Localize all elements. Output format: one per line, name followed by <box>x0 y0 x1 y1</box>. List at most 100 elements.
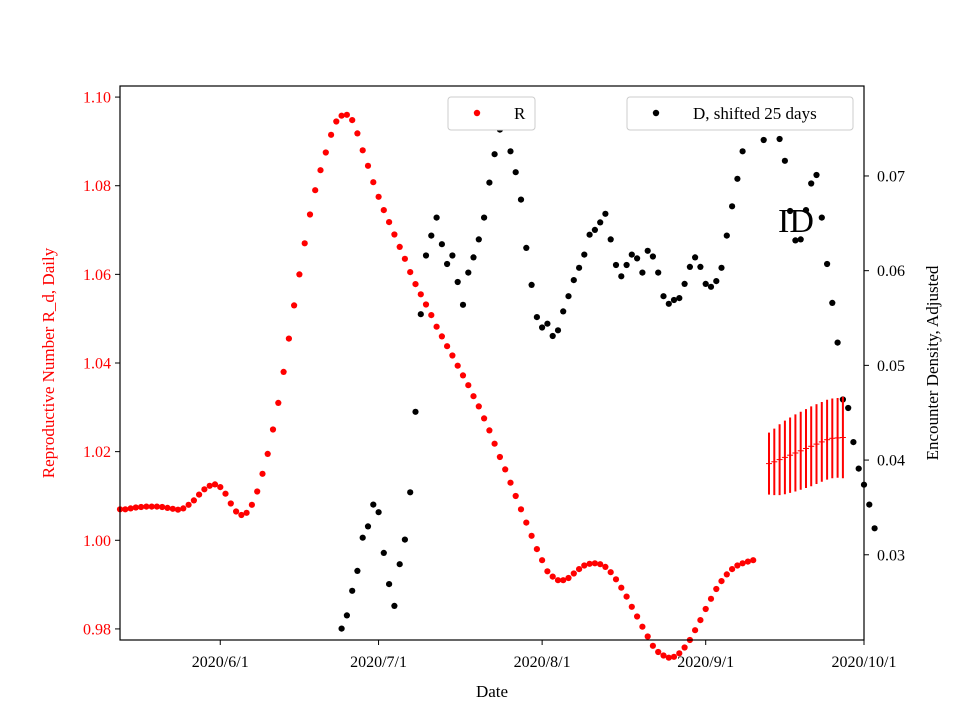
r-point <box>322 149 329 156</box>
r-point <box>312 187 319 194</box>
d-point <box>707 283 715 290</box>
d-point <box>444 260 451 268</box>
r-point <box>533 546 541 553</box>
r-point <box>148 503 155 510</box>
r-point <box>649 642 657 649</box>
d-point <box>787 207 794 215</box>
r-point <box>491 440 498 447</box>
d-point <box>649 253 657 260</box>
r-point <box>391 231 398 238</box>
d-point <box>802 207 810 214</box>
d-point <box>475 236 482 243</box>
r-point <box>459 372 467 379</box>
r-point <box>607 569 614 576</box>
r-point <box>359 147 366 154</box>
r-point <box>692 627 699 634</box>
d-point <box>692 254 699 261</box>
d-point <box>776 135 783 143</box>
r-point <box>454 362 461 369</box>
r-point <box>259 470 266 477</box>
r-point <box>127 505 134 512</box>
r-point <box>217 484 224 491</box>
y-right-tick-label: 0.05 <box>877 358 905 375</box>
r-point <box>665 654 672 661</box>
d-point <box>644 247 651 254</box>
r-point <box>122 506 129 513</box>
r-point <box>517 506 525 513</box>
r-point <box>190 497 197 504</box>
y-left-tick-label: 1.00 <box>83 533 111 550</box>
y-right-axis-label: Encounter Density, Adjusted <box>923 265 942 460</box>
y-left-tick-label: 1.04 <box>83 356 111 373</box>
d-point <box>676 295 683 302</box>
r-point <box>196 491 203 498</box>
d-point <box>623 261 630 269</box>
x-tick-label: 2020/6/1 <box>192 654 249 671</box>
d-point <box>781 157 789 164</box>
d-point <box>523 244 530 251</box>
d-point <box>454 278 461 286</box>
r-point <box>169 505 176 512</box>
legend-r: R <box>447 96 536 131</box>
r-point <box>729 566 736 573</box>
r-point <box>481 415 488 422</box>
r-point <box>570 570 577 577</box>
r-point <box>254 488 261 495</box>
d-point <box>670 296 678 304</box>
d-point <box>813 171 820 179</box>
d-point <box>396 561 403 568</box>
r-point <box>280 368 287 375</box>
d-point <box>866 501 873 508</box>
y-left-axis-label: Reproductive Number R_d, Daily <box>39 247 58 478</box>
d-point <box>581 251 588 258</box>
d-point <box>729 203 736 210</box>
r-point <box>159 503 166 511</box>
d-point <box>697 263 704 270</box>
d-point <box>533 314 541 321</box>
x-tick-label: 2020/9/1 <box>677 654 734 671</box>
r-point <box>417 291 424 298</box>
r-point <box>734 562 741 569</box>
d-point <box>338 625 345 632</box>
d-point <box>570 277 577 284</box>
r-point <box>660 652 667 659</box>
d-point <box>829 299 836 306</box>
r-point <box>317 167 324 174</box>
d-point <box>391 602 398 610</box>
legend-r-label: R <box>514 104 526 123</box>
r-point <box>713 585 720 593</box>
r-point <box>628 603 635 610</box>
d-point <box>422 252 430 259</box>
d-point <box>612 261 620 269</box>
d-point <box>549 332 556 340</box>
d-point <box>412 408 419 415</box>
d-point <box>834 339 841 346</box>
d-point <box>702 280 709 287</box>
r-point <box>676 650 683 657</box>
d-point <box>713 278 720 285</box>
r-point <box>354 130 361 137</box>
axes-layer: 2020/6/1 2020/7/1 2020/8/1 2020/9/1 2020/10/… <box>83 90 905 671</box>
d-point <box>459 301 467 308</box>
r-point <box>449 352 456 359</box>
d-point <box>428 232 435 239</box>
d-point <box>507 148 514 155</box>
r-point <box>412 281 419 288</box>
d-point <box>634 255 641 262</box>
d-point <box>850 439 857 446</box>
r-point <box>586 560 593 567</box>
d-point <box>386 581 393 588</box>
x-tick-label: 2020/8/1 <box>514 654 571 671</box>
r-point <box>285 335 292 342</box>
r-point <box>465 382 472 389</box>
r-point <box>201 486 208 493</box>
d-point <box>417 311 424 318</box>
d-point <box>591 226 599 233</box>
d-point <box>734 175 741 182</box>
plot-marks <box>116 101 878 661</box>
r-point <box>597 561 604 568</box>
legend-d-box <box>626 96 854 131</box>
r-point <box>222 490 229 497</box>
d-point <box>665 300 672 307</box>
d-point <box>375 509 382 516</box>
